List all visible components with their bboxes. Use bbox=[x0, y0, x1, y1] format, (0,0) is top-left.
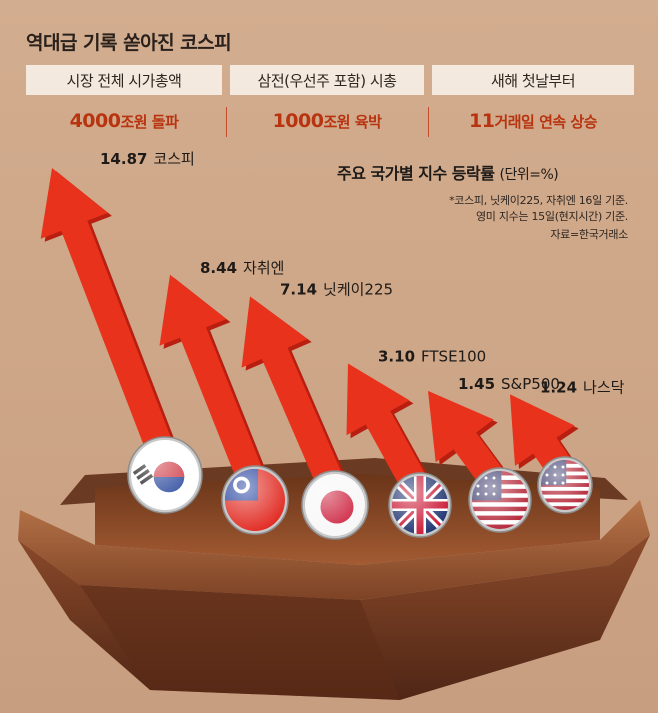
chart-title-text: 주요 국가별 지수 등락률 bbox=[337, 164, 495, 183]
stat-samsung-cap: 1000조원 육박 bbox=[230, 110, 424, 132]
arrow-bar-2 bbox=[159, 274, 268, 494]
value-number: 1.45 bbox=[458, 375, 495, 393]
flag-coins bbox=[127, 436, 593, 540]
uk-flag-icon bbox=[388, 472, 452, 538]
value-number: 7.14 bbox=[280, 280, 317, 298]
south-korea-flag-icon bbox=[127, 436, 203, 514]
stat-divider bbox=[226, 107, 227, 137]
value-number: 8.44 bbox=[200, 259, 237, 277]
value-number: 14.87 bbox=[100, 150, 147, 168]
us-flag-icon bbox=[537, 456, 593, 514]
value-label: 8.44 자취엔 bbox=[200, 259, 284, 277]
stat-streak-number: 11 bbox=[469, 110, 495, 132]
us-flag-icon bbox=[468, 467, 532, 533]
stat-streak: 11거래일 연속 상승 bbox=[432, 110, 634, 132]
stat-divider bbox=[428, 107, 429, 137]
value-label: 1.45 S&P500 bbox=[458, 375, 560, 393]
headline: 역대급 기록 쏟아진 코스피 bbox=[26, 32, 232, 54]
stat-market-cap-text: 조원 돌파 bbox=[120, 113, 179, 131]
chart-note: *코스피, 닛케이225, 자취엔 16일 기준. bbox=[449, 194, 628, 207]
stat-market-cap: 4000조원 돌파 bbox=[26, 110, 222, 132]
category-label: FTSE100 bbox=[421, 348, 486, 366]
taiwan-flag-icon bbox=[221, 465, 289, 535]
arrow-bar-4 bbox=[346, 363, 433, 501]
japan-flag-icon bbox=[301, 470, 369, 540]
box-market-cap: 시장 전체 시가총액 bbox=[26, 65, 222, 95]
category-label: S&P500 bbox=[501, 375, 560, 393]
box-samsung-cap: 삼전(우선주 포함) 시총 bbox=[230, 65, 424, 95]
arrow-series bbox=[40, 168, 581, 504]
pot-front-rim bbox=[18, 500, 650, 600]
chart-unit: (단위=%) bbox=[499, 167, 559, 183]
arrow-bar-1 bbox=[40, 168, 179, 467]
stat-streak-text: 거래일 연속 상승 bbox=[494, 113, 597, 131]
arrow-bar-3 bbox=[241, 296, 348, 499]
value-label: 14.87 코스피 bbox=[100, 150, 195, 168]
chart-note: 영미 지수는 15일(현지시간) 기준. bbox=[475, 210, 628, 223]
box-new-year: 새해 첫날부터 bbox=[432, 65, 634, 95]
value-label: 3.10 FTSE100 bbox=[378, 348, 486, 366]
value-label: 7.14 닛케이225 bbox=[280, 280, 393, 298]
stat-samsung-cap-number: 1000 bbox=[272, 110, 324, 132]
chart-title: 주요 국가별 지수 등락률 (단위=%) bbox=[337, 160, 559, 184]
value-number: 1.24 bbox=[540, 378, 577, 396]
value-labels: 14.87 코스피 8.44 자취엔 7.14 닛케이225 3.10 FTSE100 1.45… bbox=[100, 150, 625, 396]
category-label: 닛케이225 bbox=[323, 280, 393, 298]
category-label: 자취엔 bbox=[243, 259, 284, 277]
value-label: 1.24 나스닥 bbox=[540, 378, 625, 396]
category-label: 코스피 bbox=[153, 150, 194, 168]
pot-front-face bbox=[80, 585, 400, 700]
stat-samsung-cap-text: 조원 육박 bbox=[323, 113, 382, 131]
value-number: 3.10 bbox=[378, 348, 415, 366]
category-label: 나스닥 bbox=[583, 378, 625, 396]
chart-source: 자료=한국거래소 bbox=[550, 228, 628, 241]
stat-market-cap-number: 4000 bbox=[69, 110, 121, 132]
